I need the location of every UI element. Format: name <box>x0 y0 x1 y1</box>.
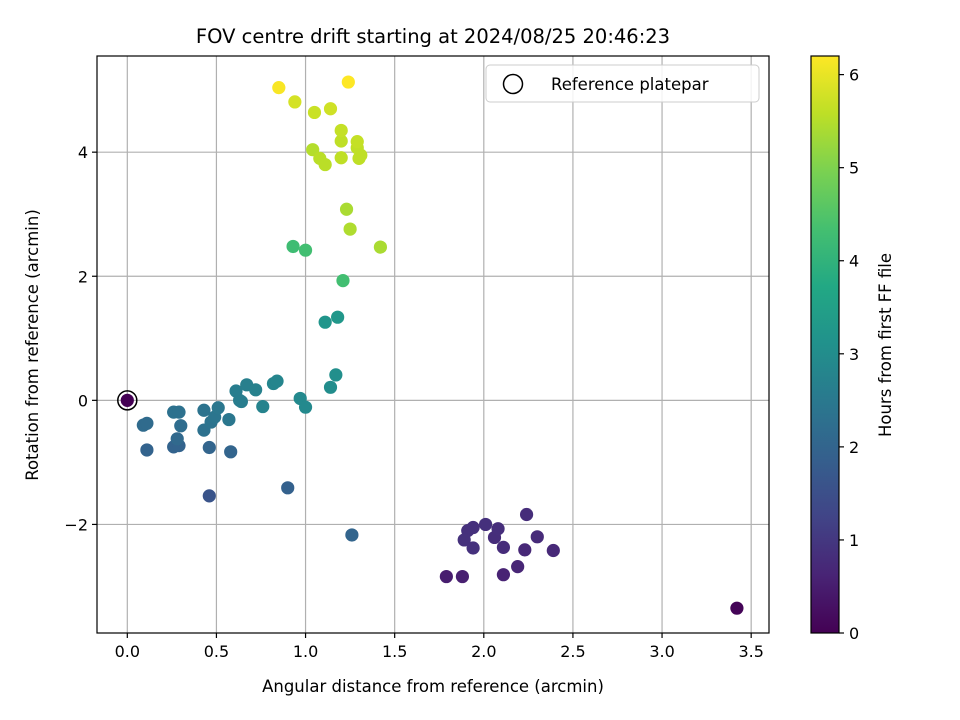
reference-marker-layer <box>117 390 138 411</box>
data-point <box>345 528 359 542</box>
x-tick-label: 2.0 <box>471 642 496 661</box>
data-point <box>455 569 470 584</box>
data-point <box>511 560 525 574</box>
data-point <box>298 243 313 257</box>
x-tick-label: 2.5 <box>560 642 585 661</box>
x-axis-label: Angular distance from reference (arcmin) <box>262 677 604 696</box>
data-point <box>249 383 263 397</box>
chart-title: FOV centre drift starting at 2024/08/25 … <box>196 25 670 48</box>
data-point <box>496 540 511 554</box>
data-point <box>298 400 313 414</box>
x-axis-ticks: 0.0 0.5 1.0 1.5 2.0 2.5 3.0 3.5 <box>115 633 764 661</box>
legend-label: Reference platepar <box>551 75 709 94</box>
data-point <box>306 143 320 157</box>
colorbar-tick-label: 2 <box>849 438 859 457</box>
legend-box <box>485 64 760 103</box>
data-point <box>339 202 354 216</box>
data-point <box>457 533 471 547</box>
colorbar-label: Hours from first FF file <box>876 253 895 437</box>
data-point <box>288 95 302 109</box>
y-tick-label: 4 <box>78 143 88 162</box>
data-point <box>222 412 236 427</box>
y-axis-label: Rotation from reference (arcmin) <box>23 209 42 481</box>
colorbar-ticks: 0 1 2 3 4 5 6 <box>839 66 859 643</box>
data-point <box>334 134 348 148</box>
y-tick-label: −2 <box>64 515 88 534</box>
colorbar-tick-label: 6 <box>849 66 859 85</box>
data-point <box>307 105 322 120</box>
data-point <box>373 240 388 254</box>
data-point <box>174 419 188 433</box>
data-point <box>491 522 505 536</box>
data-point <box>170 432 184 446</box>
x-tick-label: 1.5 <box>382 642 407 661</box>
data-point <box>519 507 534 522</box>
scatter-points <box>120 75 744 615</box>
data-point <box>518 543 532 557</box>
x-tick-label: 1.0 <box>293 642 318 661</box>
data-point <box>172 405 186 419</box>
colorbar-tick-label: 1 <box>849 531 859 550</box>
data-point <box>530 530 544 544</box>
data-point <box>270 374 284 388</box>
data-point <box>329 368 343 382</box>
x-tick-label: 0.0 <box>115 642 140 661</box>
data-point <box>331 310 345 324</box>
data-point <box>286 239 300 254</box>
data-point <box>478 517 493 532</box>
reference-marker <box>117 390 138 411</box>
x-tick-label: 3.5 <box>738 642 763 661</box>
data-point <box>334 123 348 138</box>
data-point <box>211 401 225 415</box>
legend-marker-icon <box>502 73 524 95</box>
data-point <box>350 135 364 149</box>
data-point <box>318 157 332 172</box>
y-axis-ticks: −2 0 2 4 <box>64 143 97 534</box>
data-point <box>323 380 338 394</box>
data-point <box>140 416 154 430</box>
data-point <box>202 440 216 455</box>
grid-lines <box>97 56 769 633</box>
data-point <box>120 393 134 407</box>
colorbar: 0 1 2 3 4 5 6 Hours from first FF file <box>810 55 895 643</box>
data-point <box>256 399 270 414</box>
data-point <box>496 568 511 582</box>
data-point <box>323 102 338 116</box>
data-point <box>336 273 350 288</box>
colorbar-tick-label: 4 <box>849 252 859 271</box>
data-point <box>140 443 154 457</box>
data-point <box>234 394 248 409</box>
data-point <box>439 569 453 584</box>
colorbar-tick-label: 3 <box>849 345 859 364</box>
y-tick-label: 0 <box>78 391 88 410</box>
data-point <box>318 315 332 329</box>
x-tick-label: 3.0 <box>649 642 674 661</box>
colorbar-tick-label: 0 <box>849 624 859 643</box>
data-point <box>546 543 560 558</box>
data-point <box>202 489 216 503</box>
colorbar-tick-label: 5 <box>849 159 859 178</box>
data-point <box>272 81 286 95</box>
data-point <box>343 222 357 236</box>
data-point <box>341 75 355 89</box>
colorbar-gradient <box>810 55 840 634</box>
legend: Reference platepar <box>485 64 760 103</box>
data-point <box>281 481 295 495</box>
data-point <box>334 151 348 165</box>
x-tick-label: 0.5 <box>204 642 229 661</box>
plot-frame <box>96 55 770 634</box>
data-point <box>730 601 744 615</box>
data-point <box>466 541 480 555</box>
data-point <box>224 445 238 459</box>
y-tick-label: 2 <box>78 267 88 286</box>
data-point <box>197 403 211 417</box>
